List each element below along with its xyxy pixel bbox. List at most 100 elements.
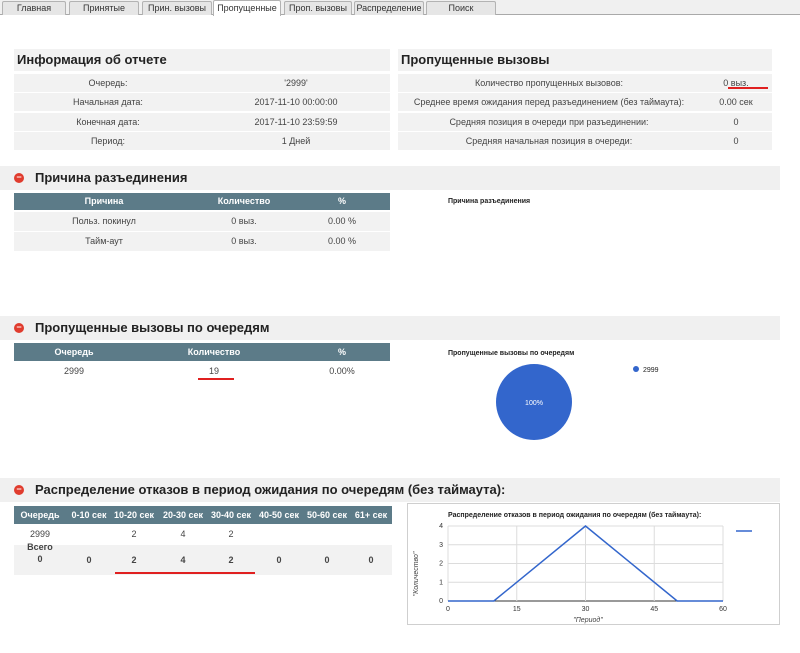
- total-label: Всего: [27, 542, 53, 552]
- column-header: %: [337, 196, 346, 206]
- y-tick-label: 1: [439, 579, 443, 586]
- section-header-missed-by-queue[interactable]: − Пропущенные вызовы по очередям: [0, 316, 780, 340]
- x-axis-label: "Период": [573, 616, 603, 624]
- report-info-row: Начальная дата: 2017-11-10 00:00:00: [14, 93, 390, 111]
- line-chart: "Количество" "Период" 0 1 2 3 4 0 15 30 45 60: [413, 523, 752, 624]
- table-cell: 19: [208, 366, 219, 376]
- table-cell: 0: [368, 555, 374, 565]
- table-cell: Польз. покинул: [72, 216, 136, 226]
- y-tick-label: 3: [439, 542, 443, 549]
- collapse-icon[interactable]: −: [14, 485, 24, 495]
- tab-answered[interactable]: Принятые: [69, 1, 139, 15]
- table-header: Очередь Количество %: [14, 343, 390, 361]
- row-value: 0.00 сек: [719, 97, 753, 107]
- table-cell: 2: [131, 529, 137, 539]
- table-cell: 0 выз.: [231, 236, 257, 246]
- section-header-distribution[interactable]: − Распределение отказов в период ожидани…: [0, 478, 780, 502]
- missed-summary-row: Количество пропущенных вызовов: 0 выз.: [398, 74, 772, 92]
- chart-title: Пропущенные вызовы по очередям: [448, 350, 575, 357]
- pie-slice-label: 100%: [525, 400, 543, 407]
- row-label: Количество пропущенных вызовов:: [474, 78, 624, 88]
- tab-distribution[interactable]: Распределение: [354, 1, 424, 15]
- table-cell: 2: [131, 555, 137, 565]
- table-cell: 0: [276, 555, 282, 565]
- column-header: Очередь: [54, 347, 94, 357]
- table-row: 2999 19 0.00%: [14, 362, 390, 381]
- x-tick-label: 30: [582, 606, 590, 613]
- table-cell: 0: [324, 555, 330, 565]
- collapse-icon[interactable]: −: [14, 323, 24, 333]
- y-tick-label: 0: [439, 598, 443, 605]
- table-header: Очередь 0-10 сек 10-20 сек 20-30 сек 30-…: [14, 506, 392, 524]
- x-tick-label: 45: [650, 606, 658, 613]
- table-row: Польз. покинул 0 выз. 0.00 %: [14, 212, 390, 231]
- table-cell: 0: [86, 555, 92, 565]
- tab-missed[interactable]: Пропущенные: [213, 0, 281, 16]
- table-row: 2999 2 4 2: [14, 525, 392, 544]
- row-label: Средняя начальная позиция в очереди:: [465, 136, 633, 146]
- table-cell: 0.00%: [329, 366, 355, 376]
- pie-slice-2999: [496, 364, 572, 440]
- table-row: Тайм-аут 0 выз. 0.00 %: [14, 232, 390, 251]
- column-header: 40-50 сек: [258, 510, 300, 520]
- report-info-row: Конечная дата: 2017-11-10 23:59:59: [14, 113, 390, 131]
- column-header: 30-40 сек: [210, 510, 252, 520]
- row-value: '2999': [284, 78, 308, 88]
- row-label: Конечная дата:: [76, 117, 140, 127]
- row-value: 1 Дней: [281, 136, 311, 146]
- tab-bar: Главная Принятые Прин. вызовы Пропущенны…: [0, 0, 800, 16]
- table-header: Причина Количество %: [14, 193, 390, 210]
- row-value: 0 выз.: [723, 78, 749, 88]
- y-axis-label: "Количество": [413, 551, 420, 596]
- highlight-underline: [728, 87, 768, 89]
- y-tick-label: 2: [439, 561, 443, 568]
- row-label: Средняя позиция в очереди при разъединен…: [449, 117, 649, 127]
- x-tick-label: 0: [446, 606, 450, 613]
- column-header: Количество: [187, 347, 241, 357]
- table-cell: 2999: [63, 366, 85, 376]
- missed-summary-title: Пропущенные вызовы: [398, 49, 772, 71]
- missed-summary-row: Среднее время ожидания перед разъединени…: [398, 93, 772, 111]
- table-cell: 0.00 %: [327, 236, 357, 246]
- column-header: 50-60 сек: [306, 510, 348, 520]
- table-cell: 4: [180, 555, 186, 565]
- row-value: 2017-11-10 23:59:59: [254, 117, 338, 127]
- column-header: 61+ сек: [354, 510, 388, 520]
- column-header: Причина: [84, 196, 124, 206]
- column-header: %: [337, 347, 346, 357]
- report-info-row: Очередь: '2999': [14, 74, 390, 92]
- section-header-disconnect-reason[interactable]: − Причина разъединения: [0, 166, 780, 190]
- tab-search[interactable]: Поиск: [426, 1, 496, 15]
- row-value: 2017-11-10 00:00:00: [254, 97, 338, 107]
- table-cell: 0.00 %: [327, 216, 357, 226]
- y-tick-label: 4: [439, 523, 443, 530]
- table-cell: 0 выз.: [231, 216, 257, 226]
- table-cell: 2: [228, 529, 234, 539]
- section-title: Пропущенные вызовы по очередям: [35, 320, 270, 335]
- row-label: Период:: [90, 136, 126, 146]
- table-cell: 4: [180, 529, 186, 539]
- table-cell: 2: [228, 555, 234, 565]
- section-title: Причина разъединения: [35, 170, 188, 185]
- tab-main[interactable]: Главная: [2, 1, 66, 15]
- column-header: Количество: [217, 196, 271, 206]
- highlight-underline: [115, 572, 255, 574]
- row-label: Очередь:: [88, 78, 128, 88]
- column-header: Очередь: [20, 510, 60, 520]
- tab-missed-calls[interactable]: Проп. вызовы: [284, 1, 352, 15]
- x-tick-label: 60: [719, 606, 727, 613]
- row-label: Начальная дата:: [73, 97, 143, 107]
- tab-answered-calls[interactable]: Прин. вызовы: [142, 1, 212, 15]
- column-header: 10-20 сек: [113, 510, 155, 520]
- table-cell: 2999: [29, 529, 51, 539]
- chart-title: Причина разъединения: [448, 198, 531, 205]
- collapse-icon[interactable]: −: [14, 173, 24, 183]
- row-label: Среднее время ожидания перед разъединени…: [413, 97, 685, 107]
- section-title: Распределение отказов в период ожидания …: [35, 482, 506, 497]
- line-chart-panel: Распределение отказов в период ожидания …: [407, 503, 780, 625]
- missed-summary-row: Средняя начальная позиция в очереди: 0: [398, 132, 772, 150]
- pie-chart: 100% 2999: [496, 364, 659, 440]
- row-value: 0: [733, 117, 739, 127]
- legend-marker: [633, 366, 639, 372]
- column-header: 0-10 сек: [71, 510, 107, 520]
